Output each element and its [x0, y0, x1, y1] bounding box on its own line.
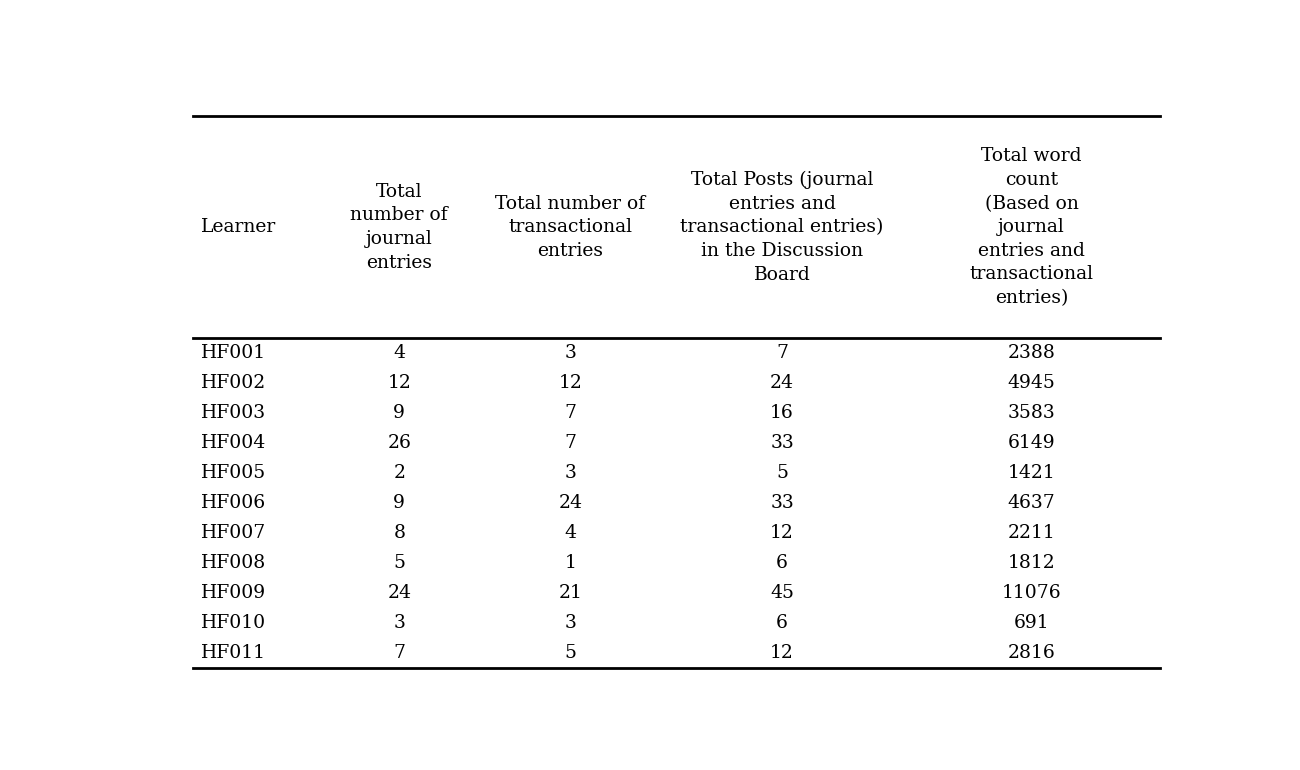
Text: 4: 4: [564, 524, 576, 542]
Text: 6: 6: [776, 614, 788, 631]
Text: HF011: HF011: [200, 644, 265, 661]
Text: 12: 12: [770, 524, 794, 542]
Text: 12: 12: [559, 374, 582, 393]
Text: 9: 9: [394, 404, 406, 422]
Text: 5: 5: [776, 464, 788, 482]
Text: 6149: 6149: [1008, 434, 1056, 452]
Text: 2211: 2211: [1008, 524, 1056, 542]
Text: HF006: HF006: [200, 494, 266, 512]
Text: 9: 9: [394, 494, 406, 512]
Text: 8: 8: [394, 524, 406, 542]
Text: 3: 3: [564, 344, 576, 363]
Text: 691: 691: [1014, 614, 1049, 631]
Text: 12: 12: [387, 374, 411, 393]
Text: 4637: 4637: [1008, 494, 1056, 512]
Text: HF001: HF001: [200, 344, 266, 363]
Text: 4945: 4945: [1008, 374, 1056, 393]
Text: Learner: Learner: [200, 218, 276, 236]
Text: 4: 4: [394, 344, 406, 363]
Text: HF007: HF007: [200, 524, 266, 542]
Text: 1421: 1421: [1008, 464, 1056, 482]
Text: 6: 6: [776, 554, 788, 572]
Text: 7: 7: [564, 434, 576, 452]
Text: 24: 24: [559, 494, 582, 512]
Text: 3: 3: [394, 614, 406, 631]
Text: 7: 7: [776, 344, 788, 363]
Text: 1812: 1812: [1008, 554, 1056, 572]
Text: Total word
count
(Based on
journal
entries and
transactional
entries): Total word count (Based on journal entri…: [970, 148, 1093, 307]
Text: HF008: HF008: [200, 554, 266, 572]
Text: 24: 24: [770, 374, 794, 393]
Text: 2816: 2816: [1008, 644, 1056, 661]
Text: 3583: 3583: [1008, 404, 1056, 422]
Text: 24: 24: [387, 584, 411, 601]
Text: 2: 2: [394, 464, 406, 482]
Text: 3: 3: [564, 614, 576, 631]
Text: Total Posts (journal
entries and
transactional entries)
in the Discussion
Board: Total Posts (journal entries and transac…: [680, 171, 884, 283]
Text: 11076: 11076: [1002, 584, 1061, 601]
Text: HF004: HF004: [200, 434, 266, 452]
Text: 26: 26: [387, 434, 411, 452]
Text: HF010: HF010: [200, 614, 266, 631]
Text: HF009: HF009: [200, 584, 266, 601]
Text: HF003: HF003: [200, 404, 266, 422]
Text: Total
number of
journal
entries: Total number of journal entries: [351, 183, 448, 272]
Text: 3: 3: [564, 464, 576, 482]
Text: 7: 7: [564, 404, 576, 422]
Text: 45: 45: [770, 584, 794, 601]
Text: 1: 1: [564, 554, 576, 572]
Text: 5: 5: [394, 554, 406, 572]
Text: 33: 33: [770, 494, 794, 512]
Text: 33: 33: [770, 434, 794, 452]
Text: 2388: 2388: [1008, 344, 1056, 363]
Text: 5: 5: [564, 644, 576, 661]
Text: 12: 12: [770, 644, 794, 661]
Text: HF002: HF002: [200, 374, 266, 393]
Text: 21: 21: [559, 584, 582, 601]
Text: Total number of
transactional
entries: Total number of transactional entries: [495, 195, 646, 260]
Text: 7: 7: [394, 644, 406, 661]
Text: HF005: HF005: [200, 464, 266, 482]
Text: 16: 16: [770, 404, 794, 422]
